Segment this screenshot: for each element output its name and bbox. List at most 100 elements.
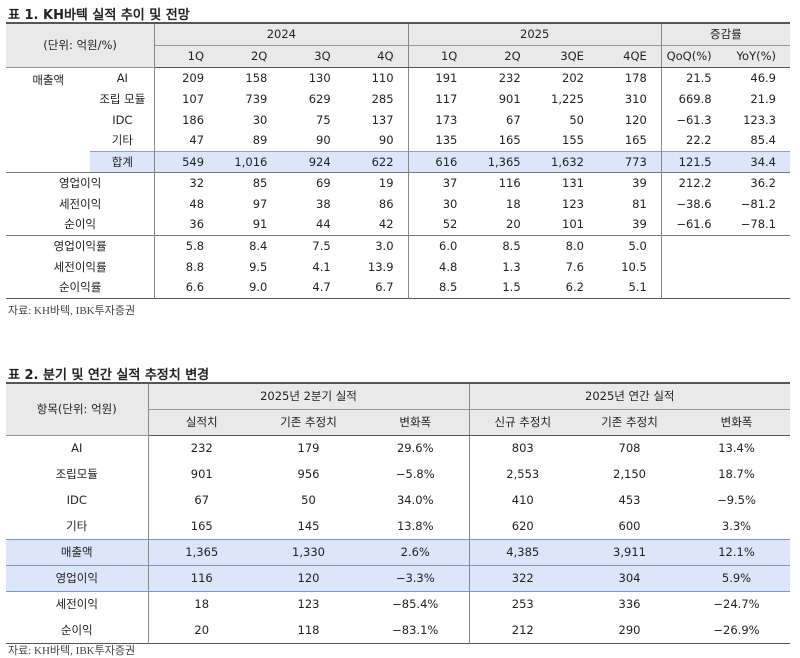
value-cell: 30 (252, 112, 268, 127)
value-cell: 120 (597, 109, 662, 130)
table-row: 세전이익 18 123 −85.4% 253 336 −24.7% (6, 591, 790, 617)
table-row: 기타 47 89 90 90 135 165 155 165 22.2 85.4 (6, 130, 790, 151)
value-cell: 6.7 (344, 277, 409, 298)
quarter-header: 4Q (344, 45, 409, 68)
value-cell: 8.5 (439, 280, 458, 295)
source-note: 자료: KH바텍, IBK투자증권 (8, 305, 136, 317)
value-cell: 5.9% (683, 564, 790, 592)
value-cell: 4,385 (469, 538, 576, 566)
value-cell: 75 (316, 112, 331, 127)
column-header: 기존 추정치 (255, 409, 362, 436)
value-cell: 336 (618, 597, 641, 612)
value-cell: 549 (154, 150, 219, 172)
value-cell: 1.3 (502, 259, 521, 274)
value-cell: 121.5 (661, 150, 726, 172)
value-cell: 18.7% (718, 467, 755, 481)
value-cell: 116 (471, 171, 535, 193)
value-cell: 3.3% (721, 518, 752, 533)
value-cell: 924 (281, 150, 345, 172)
quarter-header: 3Q (281, 45, 345, 68)
value-cell: 622 (344, 150, 409, 172)
table-row: 영업이익 32 85 69 19 37 116 131 39 212.2 36.2 (6, 171, 790, 193)
value-cell: 1,632 (534, 150, 598, 172)
table-row: 매출액 AI 209 158 130 110 191 232 202 178 21.5 46.9 (6, 67, 790, 88)
value-cell: 32 (154, 171, 219, 193)
value-cell: 7.6 (565, 259, 584, 274)
value-cell: −9.5% (717, 493, 756, 507)
value-cell: −3.3% (362, 564, 470, 592)
value-cell: 67 (194, 493, 210, 507)
value-cell: 186 (182, 112, 205, 127)
value-cell: 3,911 (576, 538, 683, 566)
empty-cell (726, 277, 790, 298)
value-cell: 123.3 (743, 112, 776, 127)
period-header: 2025년 2분기 실적 (148, 383, 470, 410)
value-cell: 1,016 (218, 150, 282, 172)
row-label: 순이익 (6, 617, 149, 643)
value-cell: 46.9 (750, 70, 776, 85)
table-title: 표 2. 분기 및 연간 실적 추정치 변경 (8, 368, 210, 383)
value-cell: −38.6 (676, 196, 712, 211)
value-cell: 81 (597, 193, 662, 214)
value-cell: 85 (218, 171, 282, 193)
table-row: 조립모듈 901 956 −5.8% 2,553 2,150 18.7% (6, 461, 790, 487)
value-cell: 901 (190, 467, 213, 481)
value-cell: 90 (316, 133, 331, 148)
value-cell: 173 (435, 112, 458, 127)
value-cell: 6.2 (565, 280, 584, 295)
value-cell: 145 (297, 518, 320, 533)
value-cell: 21.5 (686, 70, 712, 85)
value-cell: −26.9% (713, 622, 760, 637)
value-cell: 212.2 (661, 171, 726, 193)
value-cell: 13.8% (362, 513, 470, 539)
value-cell: 34.4 (725, 150, 790, 172)
value-cell: 123 (562, 196, 584, 211)
value-cell: 89 (252, 133, 268, 148)
value-cell: 20 (194, 622, 210, 637)
table-row: 매출액 1,365 1,330 2.6% 4,385 3,911 12.1% (6, 538, 790, 566)
value-cell: 803 (511, 441, 534, 456)
value-cell: 42 (344, 214, 409, 235)
quarter-header: 2Q (218, 45, 282, 68)
value-cell: 44 (316, 217, 331, 232)
unit-header: (단위: 억원/%) (6, 23, 156, 68)
value-cell: 165 (597, 130, 662, 151)
quarter-header: 4QE (597, 45, 662, 68)
table-row: 합계 549 1,016 924 622 616 1,365 1,632 773 121.5 34.… (6, 150, 790, 172)
value-cell: 773 (597, 150, 662, 172)
value-cell: −78.1 (740, 217, 776, 232)
value-cell: 18 (194, 597, 210, 612)
value-cell: 8.8 (185, 259, 205, 274)
value-cell: 8.5 (471, 234, 535, 256)
value-cell: 5.1 (597, 277, 662, 298)
value-cell: 130 (308, 70, 331, 85)
row-label: 조립모듈 (6, 461, 149, 487)
value-cell: 1,365 (148, 538, 255, 566)
row-label: 기타 (6, 513, 149, 539)
value-cell: 165 (498, 133, 521, 148)
value-cell: 30 (442, 196, 458, 211)
table-row: 순이익 20 118 −83.1% 212 290 −26.9% (6, 617, 790, 643)
value-cell: 50 (569, 112, 584, 127)
value-cell: 110 (344, 67, 409, 88)
table-row: 세전이익 48 97 38 86 30 18 123 81 −38.6 −81.2 (6, 193, 790, 214)
value-cell: 669.8 (678, 91, 712, 106)
value-cell: 209 (182, 70, 205, 85)
value-cell: 202 (562, 70, 584, 85)
value-cell: 956 (297, 467, 320, 481)
value-cell: 86 (344, 193, 409, 214)
empty-cell (661, 277, 725, 298)
quarter-header: 3QE (534, 45, 598, 68)
year-header: 2025 (408, 23, 662, 46)
value-cell: 12.1% (683, 538, 790, 566)
estimate-table: 항목(단위: 억원) 2025년 2분기 실적 2025년 연간 실적 실적치 기… (6, 382, 790, 644)
value-cell: 137 (344, 109, 409, 130)
row-label: 세전이익 (6, 591, 149, 617)
value-cell: 69 (281, 171, 345, 193)
value-cell: 13.4% (718, 441, 755, 456)
row-label: IDC (6, 487, 149, 513)
value-cell: 620 (511, 518, 534, 533)
value-cell: 629 (308, 91, 331, 106)
value-cell: 178 (597, 67, 662, 88)
value-cell: 131 (534, 171, 598, 193)
